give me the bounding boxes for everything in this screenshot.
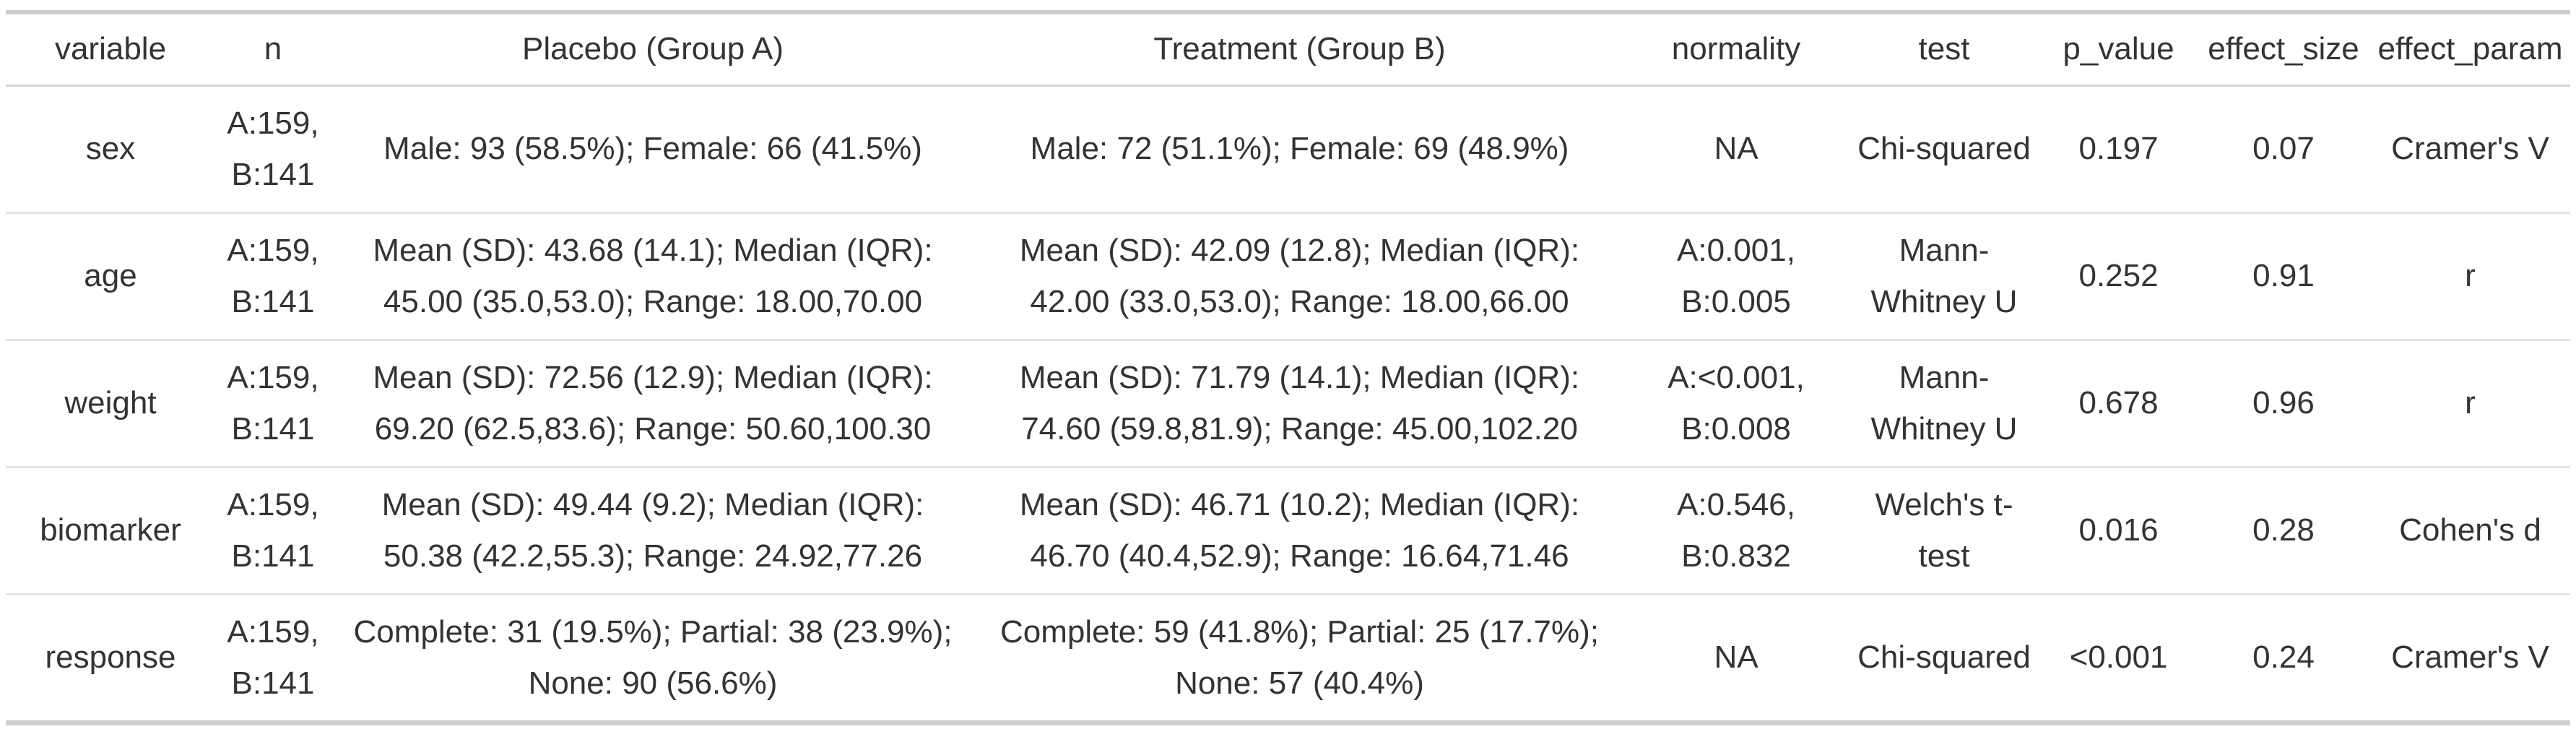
cell-variable: weight <box>6 340 215 468</box>
cell-p-value: 0.252 <box>2040 212 2197 341</box>
cell-n: A:159, B:141 <box>215 85 331 214</box>
cell-placebo: Mean (SD): 43.68 (14.1); Median (IQR): 4… <box>331 212 975 341</box>
summary-table: variable n Placebo (Group A) Treatment (… <box>6 10 2570 725</box>
cell-treatment: Male: 72 (51.1%); Female: 69 (48.9%) <box>975 85 1624 214</box>
cell-effect-param: r <box>2370 340 2570 468</box>
cell-effect-param: r <box>2370 212 2570 341</box>
cell-n: A:159, B:141 <box>227 614 319 701</box>
cell-p-value: 0.197 <box>2040 85 2197 214</box>
cell-effect-size: 0.07 <box>2197 85 2370 214</box>
cell-normality: A:<0.001, B:0.008 <box>1624 340 1848 468</box>
cell-effect-size: 0.91 <box>2197 212 2370 341</box>
cell-p-value: 0.678 <box>2040 340 2197 468</box>
cell-placebo: Mean (SD): 72.56 (12.9); Median (IQR): 6… <box>331 340 975 468</box>
cell-n: A:159, B:141 <box>215 340 331 468</box>
cell-effect-size: 0.28 <box>2197 467 2370 595</box>
cell-normality: NA <box>1624 85 1848 214</box>
cell-treatment: Mean (SD): 46.71 (10.2); Median (IQR): 4… <box>975 467 1624 595</box>
cell-treatment: Mean (SD): 71.79 (14.1); Median (IQR): 7… <box>975 340 1624 468</box>
table-row-biomarker: biomarker A:159, B:141 Mean (SD): 49.44 … <box>6 467 2570 595</box>
table-body: sex A:159, B:141 Male: 93 (58.5%); Femal… <box>6 85 2570 723</box>
cell-placebo: Male: 93 (58.5%); Female: 66 (41.5%) <box>331 85 975 214</box>
col-header-effect-param: effect_param <box>2370 12 2570 87</box>
cell-p-value: <0.001 <box>2069 639 2168 676</box>
cell-effect-size: 0.24 <box>2252 639 2315 676</box>
col-header-variable: variable <box>6 12 215 87</box>
cell-placebo: Mean (SD): 49.44 (9.2); Median (IQR): 50… <box>331 467 975 595</box>
cell-p-value: 0.016 <box>2040 467 2197 595</box>
cell-variable: sex <box>6 85 215 214</box>
table-row-sex: sex A:159, B:141 Male: 93 (58.5%); Femal… <box>6 85 2570 214</box>
cell-test: Mann-Whitney U <box>1848 212 2040 341</box>
col-header-treatment-group-b: Treatment (Group B) <box>975 12 1624 87</box>
cell-normality: NA <box>1714 639 1758 676</box>
cell-test: Mann-Whitney U <box>1848 340 2040 468</box>
cell-effect-param: Cohen's d <box>2370 467 2570 595</box>
cell-treatment: Mean (SD): 42.09 (12.8); Median (IQR): 4… <box>975 212 1624 341</box>
table-row-age: age A:159, B:141 Mean (SD): 43.68 (14.1)… <box>6 212 2570 341</box>
col-header-p-value: p_value <box>2040 12 2197 87</box>
cell-n: A:159, B:141 <box>215 467 331 595</box>
cell-n: A:159, B:141 <box>215 212 331 341</box>
col-header-normality: normality <box>1624 12 1848 87</box>
cell-test: Chi-squared <box>1857 639 2031 676</box>
col-header-test: test <box>1848 12 2040 87</box>
cell-test: Welch's t-test <box>1848 467 2040 595</box>
cell-variable: biomarker <box>6 467 215 595</box>
table-row-weight: weight A:159, B:141 Mean (SD): 72.56 (12… <box>6 340 2570 468</box>
col-header-n: n <box>215 12 331 87</box>
cell-variable: response <box>45 639 176 676</box>
cell-treatment: Complete: 59 (41.8%); Partial: 25 (17.7%… <box>999 614 1600 701</box>
cell-variable: age <box>6 212 215 341</box>
cell-effect-param: Cramer's V <box>2370 85 2570 214</box>
col-header-effect-size: effect_size <box>2197 12 2370 87</box>
cell-placebo: Complete: 31 (19.5%); Partial: 38 (23.9%… <box>353 614 953 701</box>
col-header-placebo-group-a: Placebo (Group A) <box>331 12 975 87</box>
cell-effect-param: Cramer's V <box>2391 639 2549 676</box>
cell-test: Chi-squared <box>1848 85 2040 214</box>
table-row-response: response A:159, B:141 Complete: 31 (19.5… <box>6 595 2570 723</box>
cell-normality: A:0.546, B:0.832 <box>1624 467 1848 595</box>
table-row: variable n Placebo (Group A) Treatment (… <box>6 12 2570 87</box>
table-header-row: variable n Placebo (Group A) Treatment (… <box>6 12 2570 87</box>
cell-normality: A:0.001, B:0.005 <box>1624 212 1848 341</box>
cell-effect-size: 0.96 <box>2197 340 2370 468</box>
